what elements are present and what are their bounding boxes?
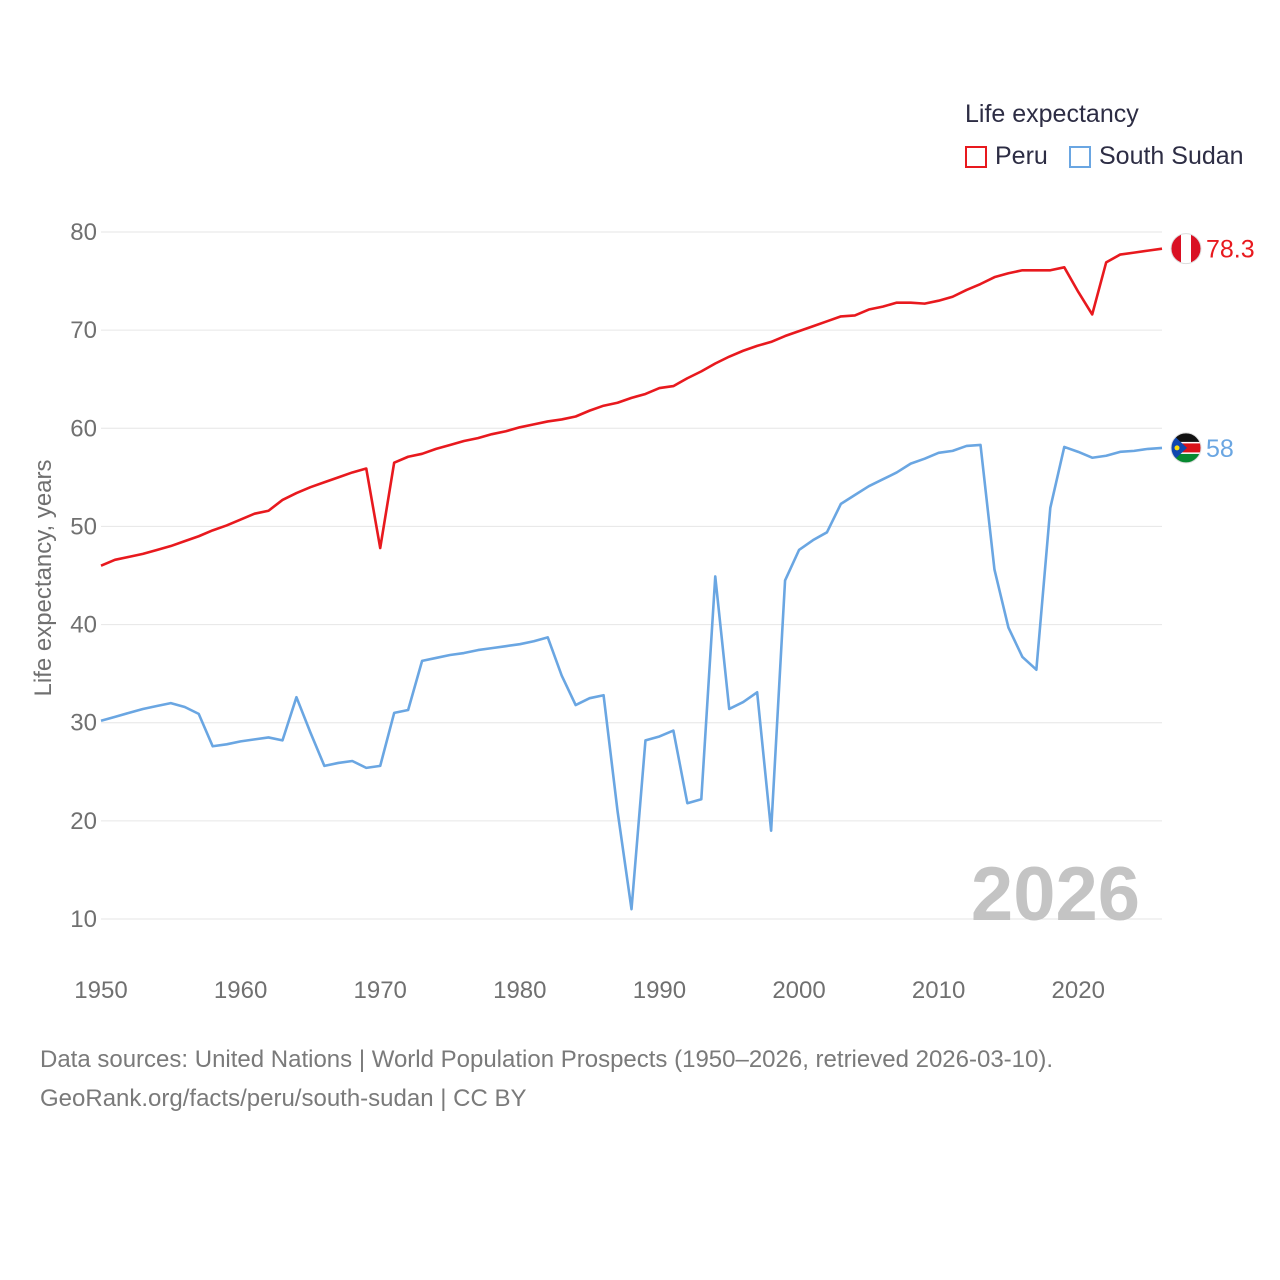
- legend-swatch-south-sudan: [1069, 145, 1091, 168]
- end-value-label-south-sudan: 58: [1206, 435, 1234, 463]
- legend-item-south-sudan[interactable]: South Sudan: [1069, 142, 1244, 171]
- y-tick-label: 60: [70, 415, 97, 442]
- year-watermark: 2026: [971, 852, 1140, 937]
- legend-label-peru: Peru: [995, 142, 1048, 170]
- x-tick-label: 2000: [772, 977, 825, 1004]
- end-value-label-peru: 78.3: [1206, 236, 1255, 264]
- x-tick-label: 1990: [633, 977, 686, 1004]
- flag-icon-peru: [1170, 233, 1202, 265]
- legend-label-south-sudan: South Sudan: [1099, 142, 1244, 170]
- y-tick-labels: 10 20 30 40 50 60 70 80: [70, 219, 97, 933]
- legend-title: Life expectancy: [965, 100, 1139, 128]
- footer-link[interactable]: GeoRank.org/facts/peru/south-sudan | CC …: [40, 1085, 527, 1112]
- flag-icon-south-sudan: [1170, 432, 1202, 464]
- x-tick-label: 1950: [74, 977, 127, 1004]
- x-tick-label: 1970: [354, 977, 407, 1004]
- y-tick-label: 80: [70, 219, 97, 246]
- y-tick-label: 10: [70, 906, 97, 933]
- y-tick-label: 20: [70, 808, 97, 835]
- legend-swatch-peru: [965, 145, 987, 168]
- y-tick-label: 50: [70, 513, 97, 540]
- x-tick-label: 1980: [493, 977, 546, 1004]
- x-tick-label: 2020: [1052, 977, 1105, 1004]
- series-line-south-sudan: [100, 443, 1163, 911]
- grid-lines: [101, 231, 1162, 920]
- legend-item-peru[interactable]: Peru: [965, 142, 1048, 171]
- y-axis-label: Life expectancy, years: [30, 459, 57, 696]
- end-markers: 78.3 58: [1170, 233, 1255, 464]
- x-tick-labels: 1950 1960 1970 1980 1990 2000 2010 2020: [74, 977, 1105, 1004]
- x-tick-label: 1960: [214, 977, 267, 1004]
- series-line-peru: [100, 247, 1163, 567]
- x-tick-label: 2010: [912, 977, 965, 1004]
- y-tick-label: 70: [70, 317, 97, 344]
- y-tick-label: 40: [70, 612, 97, 639]
- y-tick-label: 30: [70, 710, 97, 737]
- footer-sources: Data sources: United Nations | World Pop…: [40, 1046, 1054, 1073]
- series-lines: [100, 247, 1163, 911]
